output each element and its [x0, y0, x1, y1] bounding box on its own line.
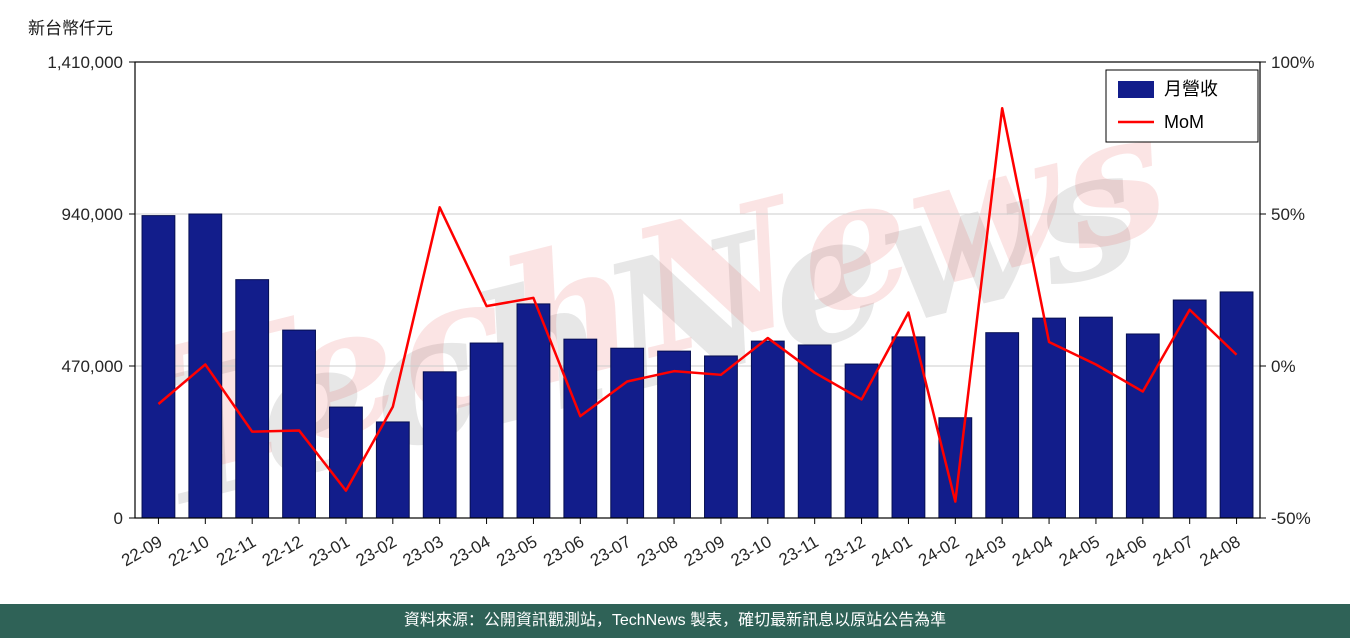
- right-axis-tick-label: 0%: [1271, 357, 1296, 376]
- x-axis-tick-label: 23-10: [728, 532, 775, 570]
- x-axis-tick-label: 24-07: [1150, 532, 1197, 570]
- left-axis-tick-label: 1,410,000: [47, 53, 123, 72]
- left-axis-tick-label: 940,000: [62, 205, 123, 224]
- x-axis-tick-label: 23-07: [587, 532, 634, 570]
- x-axis-tick-label: 23-09: [681, 532, 728, 570]
- x-axis-tick-label: 24-03: [962, 532, 1009, 570]
- revenue-bar: [469, 342, 504, 519]
- x-axis-tick-label: 23-06: [540, 532, 587, 570]
- x-axis-tick-label: 23-01: [306, 532, 353, 570]
- left-axis-unit-label: 新台幣仟元: [28, 19, 113, 38]
- source-footer: 資料來源：公開資訊觀測站，TechNews 製表，確切最新訊息以原站公告為準: [0, 604, 1350, 638]
- source-footer-text: 資料來源：公開資訊觀測站，TechNews 製表，確切最新訊息以原站公告為準: [403, 612, 947, 629]
- revenue-bar: [422, 371, 457, 519]
- x-axis-tick-label: 23-08: [634, 532, 681, 570]
- x-axis-tick-label: 24-08: [1196, 532, 1243, 570]
- x-axis-tick-label: 23-05: [493, 532, 540, 570]
- x-axis-tick-label: 24-05: [1056, 532, 1103, 570]
- revenue-bar: [141, 215, 176, 519]
- x-axis-tick-label: 23-03: [400, 532, 447, 570]
- x-axis-tick-label: 23-12: [821, 532, 868, 570]
- x-axis-tick-label: 23-11: [776, 532, 822, 570]
- revenue-bar: [657, 350, 691, 519]
- x-axis-tick-label: 22-11: [213, 532, 259, 570]
- x-axis-tick-label: 23-02: [353, 532, 400, 570]
- revenue-bar: [750, 340, 785, 519]
- revenue-bar: [844, 363, 879, 519]
- revenue-mom-chart: 0 470,000 940,000 1,410,000 -50% 0% 50% 100% 22-…: [47, 53, 1314, 570]
- revenue-bar: [1079, 316, 1113, 519]
- plot-border: [134, 61, 1261, 519]
- x-axis-tick-label: 24-06: [1103, 532, 1150, 570]
- revenue-bar: [329, 406, 363, 519]
- revenue-bar: [282, 329, 316, 519]
- revenue-bar: [891, 336, 926, 519]
- revenue-bar: [704, 355, 738, 519]
- x-axis-tick-label: 23-04: [446, 532, 493, 570]
- x-axis-tick-label: 24-02: [915, 532, 962, 570]
- revenue-bar: [1125, 333, 1160, 519]
- x-axis-tick-label: 22-10: [165, 532, 212, 570]
- x-axis-tick-label: 22-12: [259, 532, 306, 570]
- left-axis-tick-label: 470,000: [62, 357, 123, 376]
- revenue-bar: [797, 344, 832, 519]
- revenue-bar: [375, 421, 410, 519]
- revenue-bar: [235, 279, 270, 519]
- revenue-bar: [938, 417, 973, 519]
- legend-mom-label: MoM: [1164, 112, 1204, 132]
- x-axis-tick-label: 22-09: [118, 532, 165, 570]
- revenue-bar: [1032, 317, 1066, 519]
- x-axis-tick-label: 24-04: [1009, 532, 1056, 570]
- revenue-bar: [1219, 291, 1254, 519]
- legend-revenue-label: 月營收: [1164, 79, 1218, 99]
- revenue-bar: [1172, 299, 1207, 519]
- right-axis-tick-label: 100%: [1271, 53, 1314, 72]
- x-axis-tick-label: 24-01: [868, 532, 915, 570]
- left-axis-tick-label: 0: [114, 509, 123, 528]
- legend-revenue-swatch: [1118, 81, 1154, 98]
- right-axis-tick-label: 50%: [1271, 205, 1305, 224]
- revenue-bar: [563, 338, 598, 519]
- mom-line: [157, 106, 1238, 503]
- revenue-bar: [516, 303, 551, 519]
- revenue-bar: [985, 332, 1020, 519]
- revenue-bar: [610, 347, 645, 519]
- right-axis-tick-label: -50%: [1271, 509, 1311, 528]
